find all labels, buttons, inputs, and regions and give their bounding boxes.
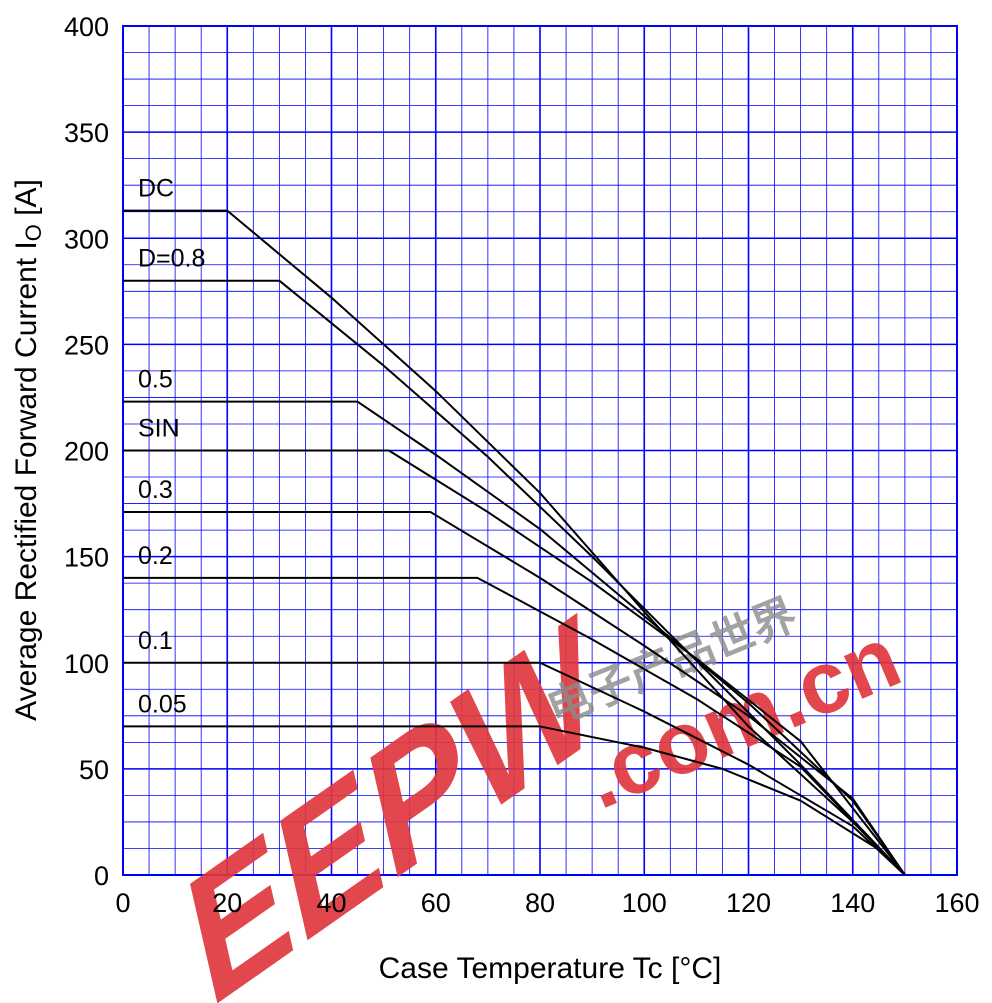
x-tick-label: 100 xyxy=(622,888,667,918)
y-tick-label: 400 xyxy=(64,12,109,42)
y-tick-labels: 0 50 100 150 200 250 300 350 400 xyxy=(64,12,109,891)
series-line xyxy=(123,279,906,876)
series-label: SIN xyxy=(138,415,180,443)
series-label: 0.2 xyxy=(138,542,173,570)
series-label: 0.05 xyxy=(138,690,187,718)
x-tick-label: 120 xyxy=(726,888,771,918)
series-line xyxy=(123,449,906,876)
x-tick-label: 0 xyxy=(115,888,130,918)
y-tick-label: 200 xyxy=(64,437,109,467)
y-tick-label: 150 xyxy=(64,543,109,573)
x-axis-title: Case Temperature Tc [°C] xyxy=(379,952,722,985)
x-tick-labels: 0 20 40 60 80 100 120 140 160 xyxy=(115,888,979,918)
y-tick-label: 350 xyxy=(64,118,109,148)
series-line xyxy=(123,209,906,876)
series-label: 0.5 xyxy=(138,366,173,394)
x-tick-label: 80 xyxy=(525,888,555,918)
x-tick-label: 140 xyxy=(830,888,875,918)
series-line xyxy=(123,576,906,876)
y-axis-title: Average Rectified Forward Current IO [A] xyxy=(10,179,46,721)
y-axis-title-unit: [A] xyxy=(10,179,43,224)
y-tick-label: 300 xyxy=(64,224,109,254)
y-tick-label: 50 xyxy=(79,755,109,785)
y-axis-title-subscript: O xyxy=(21,224,46,241)
series-label: D=0.8 xyxy=(138,245,205,273)
series-labels: DC D=0.8 0.5 SIN 0.3 0.2 0.1 0.05 xyxy=(138,175,205,719)
x-tick-label: 160 xyxy=(934,888,979,918)
series-line xyxy=(123,661,906,876)
series-line xyxy=(123,725,906,876)
series-label: DC xyxy=(138,175,174,203)
series-lines xyxy=(123,209,906,876)
y-axis-title-main: Average Rectified Forward Current I xyxy=(10,241,43,721)
series-label: 0.1 xyxy=(138,627,173,655)
series-label: 0.3 xyxy=(138,476,173,504)
y-tick-label: 100 xyxy=(64,649,109,679)
x-tick-label: 40 xyxy=(316,888,346,918)
series-line xyxy=(123,511,906,876)
x-tick-label: 60 xyxy=(421,888,451,918)
y-tick-label: 0 xyxy=(94,861,109,891)
y-tick-label: 250 xyxy=(64,330,109,360)
x-tick-label: 20 xyxy=(212,888,242,918)
